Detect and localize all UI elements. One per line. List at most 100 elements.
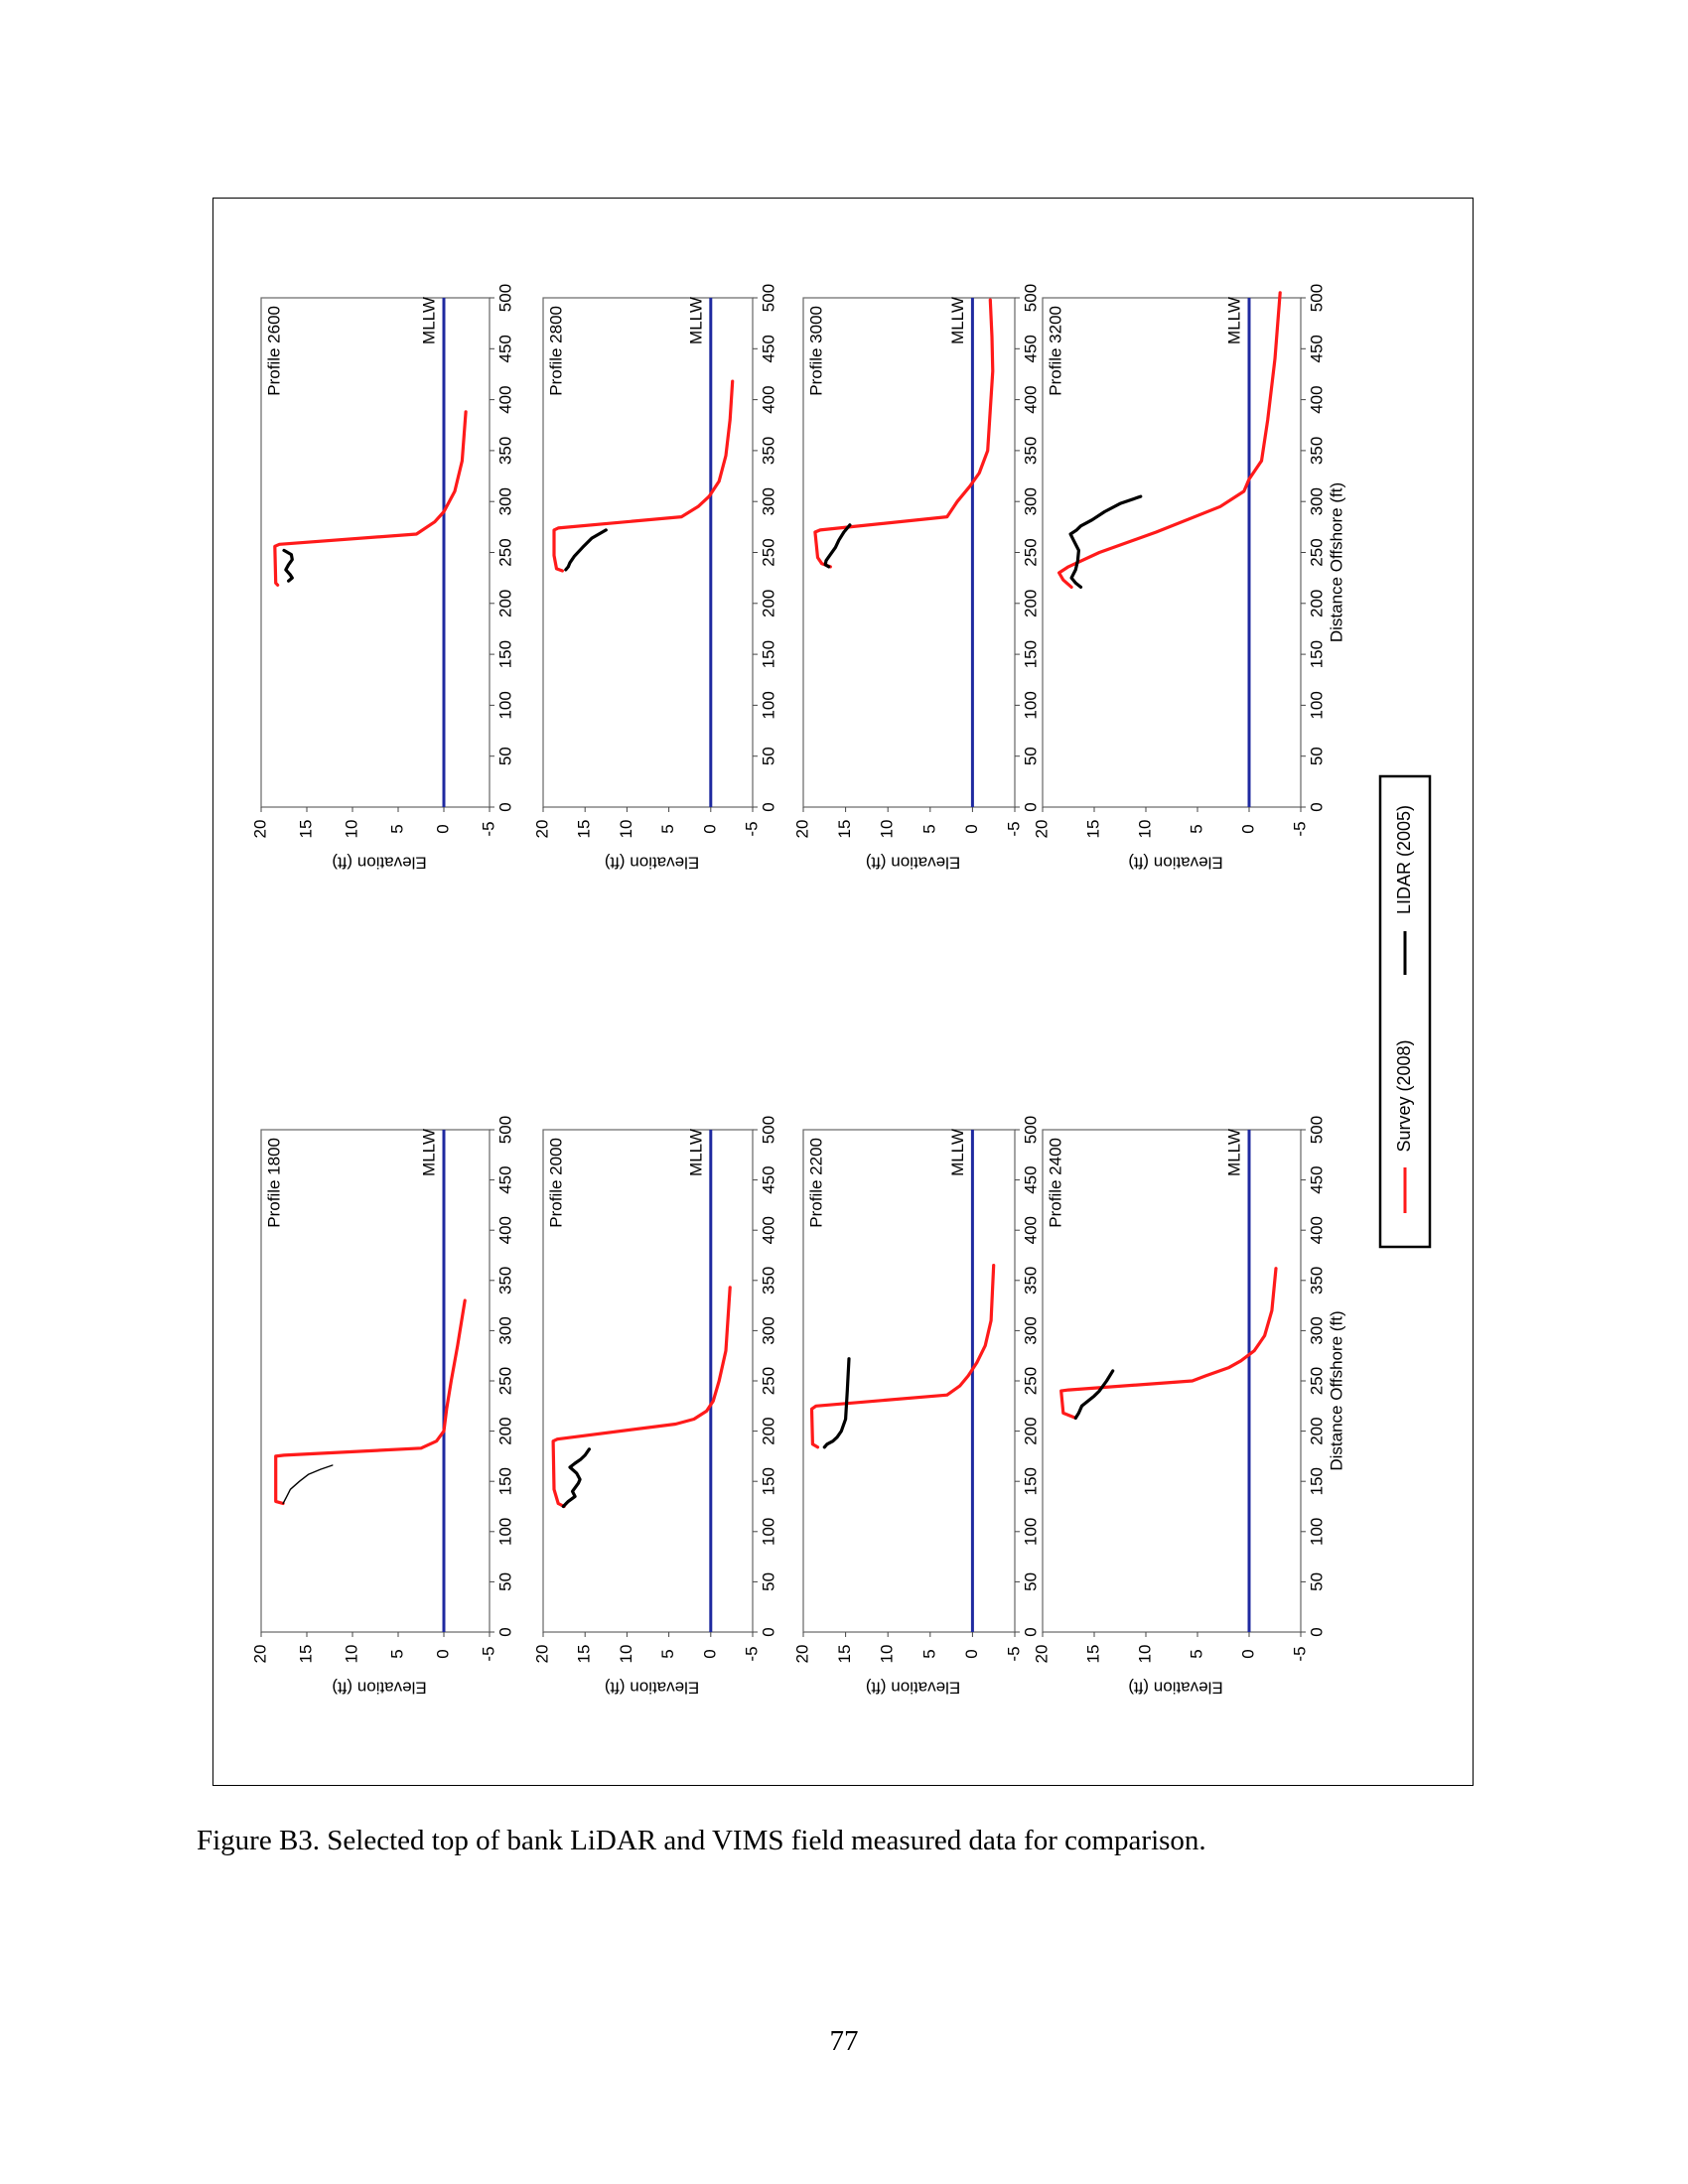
y-tick-label: 20 xyxy=(250,1645,269,1664)
x-tick-label: 400 xyxy=(759,385,777,413)
chart-title: Profile 3000 xyxy=(806,306,825,396)
x-tick-label: 200 xyxy=(1021,1417,1040,1444)
y-tick-label: -5 xyxy=(479,821,497,836)
y-tick-label: 20 xyxy=(792,820,811,839)
x-tick-label: 450 xyxy=(1307,335,1326,362)
plot-area xyxy=(802,1129,1016,1633)
y-tick-label: 0 xyxy=(962,824,981,833)
y-tick-label: 0 xyxy=(1238,824,1257,833)
y-axis-label: Elevation (ft) xyxy=(866,854,960,873)
y-tick-label: 5 xyxy=(658,824,677,833)
y-tick-label: 15 xyxy=(296,820,315,839)
y-tick-label: 10 xyxy=(342,820,360,839)
y-tick-label: 15 xyxy=(296,1645,315,1664)
survey-series-line xyxy=(813,298,995,569)
x-tick-label: 100 xyxy=(1021,691,1040,719)
x-tick-label: 250 xyxy=(759,1367,777,1395)
y-axis-label: Elevation (ft) xyxy=(1128,1679,1222,1698)
y-tick-label: 5 xyxy=(919,1649,938,1658)
x-tick-label: 0 xyxy=(1307,1627,1326,1636)
x-tick-label: 500 xyxy=(1021,1116,1040,1144)
mllw-label: MLLW xyxy=(948,297,967,344)
x-tick-label: 500 xyxy=(1021,284,1040,312)
chart-title: Profile 3200 xyxy=(1046,306,1064,396)
x-tick-label: 50 xyxy=(1307,1572,1326,1591)
x-tick-label: 150 xyxy=(495,1467,514,1495)
survey-series-line xyxy=(1059,1267,1278,1421)
x-tick-label: 100 xyxy=(495,1518,514,1546)
chart-title: Profile 2200 xyxy=(806,1138,825,1228)
plot-area xyxy=(802,297,1016,808)
x-tick-label: 100 xyxy=(1021,1518,1040,1546)
page-number: 77 xyxy=(829,2025,859,2057)
chart-title: Profile 1800 xyxy=(264,1138,283,1228)
plot-area xyxy=(542,297,754,808)
chart-title: Profile 2000 xyxy=(546,1138,565,1228)
y-tick-label: -5 xyxy=(1290,1646,1309,1661)
plot-area xyxy=(260,1129,491,1633)
x-tick-label: 100 xyxy=(495,691,514,719)
mllw-label: MLLW xyxy=(948,1129,967,1176)
x-tick-label: 50 xyxy=(759,747,777,765)
lidar-series-line xyxy=(561,1447,592,1509)
x-tick-label: 250 xyxy=(1021,538,1040,566)
x-tick-label: 250 xyxy=(759,538,777,566)
x-tick-label: 300 xyxy=(1021,487,1040,515)
y-tick-label: 10 xyxy=(617,1645,635,1664)
mllw-label: MLLW xyxy=(686,1129,705,1176)
x-tick-label: 50 xyxy=(495,1572,514,1591)
x-tick-label: 350 xyxy=(759,437,777,465)
lidar-series-line xyxy=(282,1464,334,1505)
legend-survey-label: Survey (2008) xyxy=(1394,1039,1414,1152)
x-tick-label: 400 xyxy=(495,385,514,413)
x-tick-label: 450 xyxy=(495,1165,514,1193)
lidar-series-line xyxy=(1068,494,1143,590)
y-axis-label: Elevation (ft) xyxy=(332,854,426,873)
survey-series-line xyxy=(274,1298,467,1506)
x-tick-label: 450 xyxy=(1021,1165,1040,1193)
y-axis-label: Elevation (ft) xyxy=(866,1679,960,1698)
y-tick-label: 20 xyxy=(1032,1645,1051,1664)
y-tick-label: 0 xyxy=(962,1649,981,1658)
x-tick-label: 350 xyxy=(495,1267,514,1295)
y-tick-label: -5 xyxy=(479,1646,497,1661)
x-tick-label: 300 xyxy=(1307,487,1326,515)
x-tick-label: 100 xyxy=(1307,1518,1326,1546)
x-tick-label: 150 xyxy=(1307,640,1326,668)
x-tick-label: 0 xyxy=(759,1627,777,1636)
x-tick-label: 150 xyxy=(1021,640,1040,668)
x-tick-label: 450 xyxy=(759,1165,777,1193)
y-tick-label: 10 xyxy=(878,1645,897,1664)
x-tick-label: 450 xyxy=(1307,1165,1326,1193)
x-tick-label: 250 xyxy=(495,538,514,566)
y-tick-label: 20 xyxy=(792,1645,811,1664)
lidar-series-line xyxy=(564,528,608,572)
x-tick-label: 350 xyxy=(1307,1267,1326,1295)
x-axis-label: Distance Offshore (ft) xyxy=(1327,1310,1345,1470)
chart-title: Profile 2800 xyxy=(546,306,565,396)
x-tick-label: 200 xyxy=(759,590,777,617)
y-tick-label: 0 xyxy=(433,1649,452,1658)
x-axis-label: Distance Offshore (ft) xyxy=(1327,482,1345,642)
y-tick-label: -5 xyxy=(1004,1646,1023,1661)
y-tick-label: 10 xyxy=(617,820,635,839)
y-tick-label: 20 xyxy=(532,820,551,839)
x-tick-label: 150 xyxy=(759,640,777,668)
x-tick-label: 250 xyxy=(1307,538,1326,566)
x-tick-label: 200 xyxy=(495,1417,514,1444)
x-tick-label: 500 xyxy=(1307,1116,1326,1144)
x-tick-label: 400 xyxy=(495,1216,514,1244)
x-tick-label: 150 xyxy=(759,1467,777,1495)
x-tick-label: 500 xyxy=(759,1116,777,1144)
y-tick-label: 15 xyxy=(835,820,854,839)
y-tick-label: 0 xyxy=(700,824,719,833)
x-tick-label: 0 xyxy=(495,1627,514,1636)
x-tick-label: 400 xyxy=(1021,385,1040,413)
lidar-series-line xyxy=(1073,1369,1115,1421)
x-tick-label: 250 xyxy=(1307,1367,1326,1395)
chart-title: Profile 2600 xyxy=(264,306,283,396)
